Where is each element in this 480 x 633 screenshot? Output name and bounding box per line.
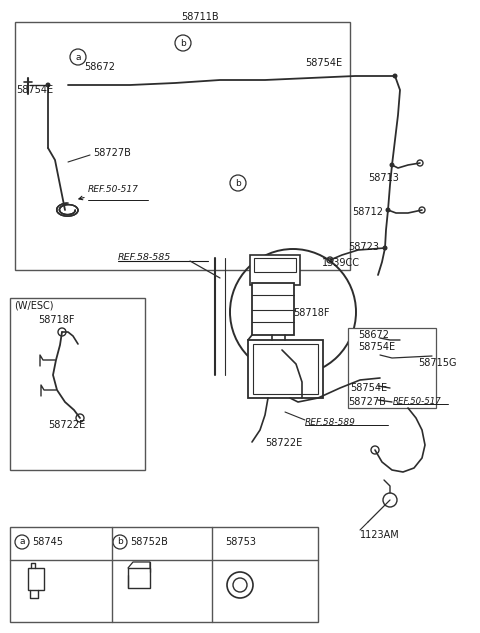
Bar <box>15 22 350 270</box>
Text: REF.50-517: REF.50-517 <box>79 185 139 200</box>
Text: 58672: 58672 <box>84 62 115 72</box>
Circle shape <box>389 163 395 168</box>
Circle shape <box>46 82 50 87</box>
Circle shape <box>385 208 391 213</box>
Text: b: b <box>117 537 123 546</box>
Text: 58727B: 58727B <box>93 148 131 158</box>
Text: 58672: 58672 <box>358 330 389 340</box>
Text: 58754E: 58754E <box>305 58 342 68</box>
Text: 58713: 58713 <box>368 173 399 183</box>
Text: a: a <box>19 537 25 546</box>
Text: 58722E: 58722E <box>48 420 85 430</box>
Bar <box>254 258 296 272</box>
Bar <box>128 568 150 588</box>
Text: 58727B: 58727B <box>348 397 386 407</box>
Bar <box>250 255 300 285</box>
Text: 1339CC: 1339CC <box>322 258 360 268</box>
Text: 58711B: 58711B <box>181 12 219 22</box>
Text: 58752B: 58752B <box>130 537 168 547</box>
Text: REF.58-589: REF.58-589 <box>305 418 356 427</box>
Text: b: b <box>235 179 241 187</box>
Text: 58723: 58723 <box>348 242 379 252</box>
Text: 58754E: 58754E <box>358 342 395 352</box>
Text: 58754E: 58754E <box>16 85 53 95</box>
Text: 58718F: 58718F <box>293 308 329 318</box>
Bar <box>28 568 44 590</box>
Text: 58754E: 58754E <box>350 383 387 393</box>
Text: 58715G: 58715G <box>418 358 456 368</box>
Text: 58718F: 58718F <box>38 315 74 325</box>
Text: 58712: 58712 <box>352 207 383 217</box>
Circle shape <box>383 246 387 251</box>
Text: b: b <box>180 39 186 47</box>
Bar <box>10 298 145 470</box>
Text: 58745: 58745 <box>32 537 63 547</box>
Bar <box>248 340 323 398</box>
Text: REF.58-585: REF.58-585 <box>118 253 171 262</box>
Text: REF.50-517: REF.50-517 <box>393 397 442 406</box>
Bar <box>253 344 318 394</box>
Text: a: a <box>75 53 81 61</box>
Text: 58722E: 58722E <box>265 438 302 448</box>
Text: 1123AM: 1123AM <box>360 530 400 540</box>
Bar <box>348 328 436 408</box>
Text: (W/ESC): (W/ESC) <box>14 301 53 311</box>
Bar <box>252 283 294 335</box>
Bar <box>10 527 318 622</box>
Circle shape <box>393 73 397 78</box>
Text: 58753: 58753 <box>225 537 256 547</box>
